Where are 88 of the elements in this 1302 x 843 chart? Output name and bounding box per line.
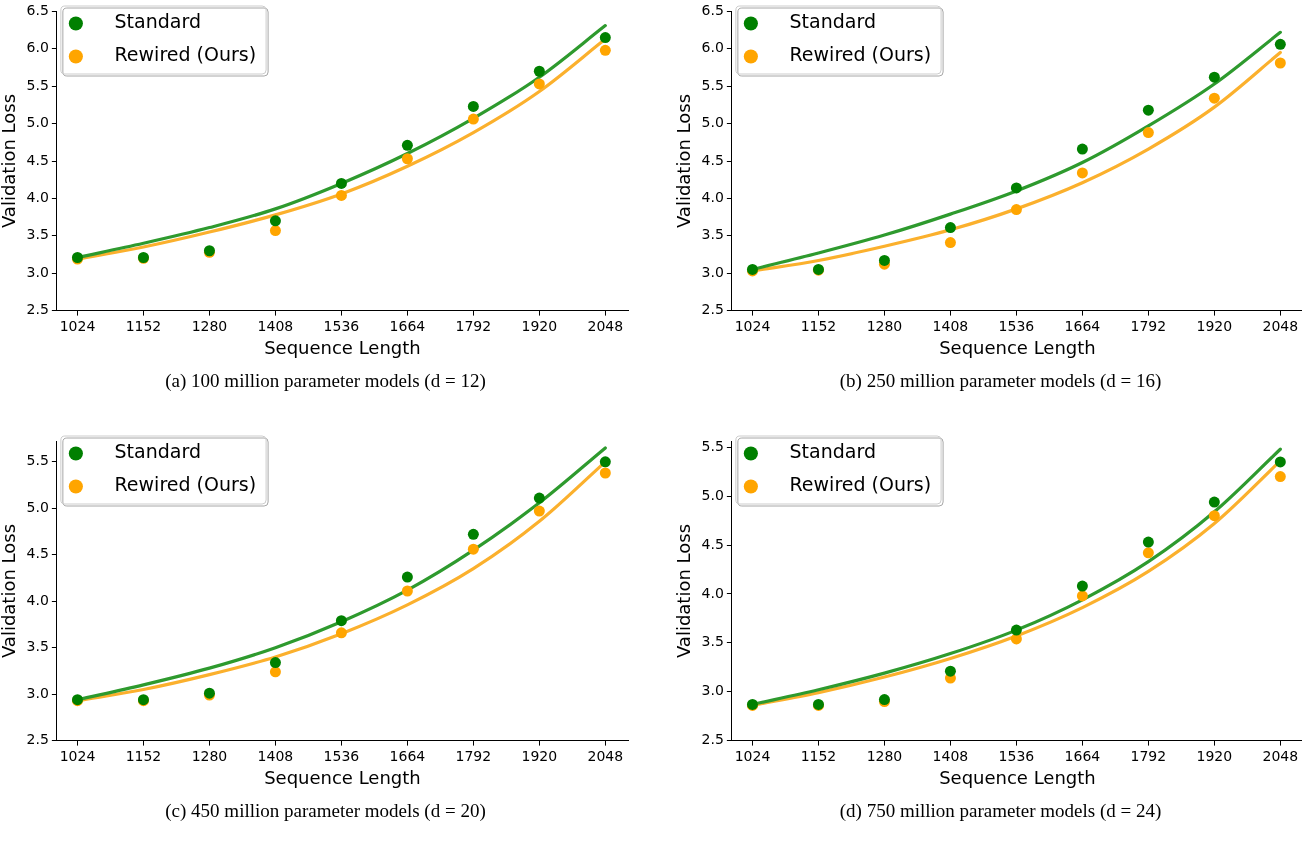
x-tick-label: 1408 [932,317,969,334]
x-tick-label: 1408 [257,747,294,764]
x-tick-label: 1152 [800,747,837,764]
x-axis-title: Sequence Length [264,336,421,358]
y-tick-label: 5.0 [26,114,49,131]
y-tick-label: 3.5 [701,226,724,243]
y-tick-label: 3.5 [26,638,49,655]
x-tick-label: 1536 [323,747,360,764]
text: (c) 450 million parameter models (d = 20) [164,800,487,822]
y-tick-label: 3.0 [26,263,49,280]
x-tick-label: 1792 [455,317,492,334]
y-axis-title: Validation Loss [0,93,20,229]
x-tick-label: 1536 [998,317,1035,334]
y-tick-label: 4.0 [701,189,724,206]
y-tick-label: 2.5 [701,731,724,748]
y-tick-label: 5.5 [701,76,724,93]
x-tick-label: 1536 [323,317,360,334]
x-tick-label: 1920 [521,317,558,334]
x-tick-label: 1024 [734,747,771,764]
y-tick-label: 5.0 [701,114,724,131]
y-tick-label: 3.0 [701,682,724,699]
text: (b) 250 million parameter models (d = 16) [838,370,1163,392]
y-tick-label: 6.0 [701,39,724,56]
y-tick-label: 3.0 [701,263,724,280]
x-tick-label: 1152 [125,747,162,764]
x-tick-label: 2048 [587,317,624,334]
y-tick-label: 3.0 [26,684,49,701]
y-tick-label: 5.5 [701,437,724,454]
text: (d) 750 million parameter models (d = 24) [838,800,1163,822]
legend-label: Standard [765,440,876,463]
x-tick-label: 1280 [866,747,903,764]
x-tick-label: 1280 [866,317,903,334]
legend-label: Rewired (Ours) [90,473,257,496]
y-axis-title: Validation Loss [673,523,695,659]
x-tick-label: 1664 [389,747,426,764]
y-axis-title: Validation Loss [673,93,695,229]
y-tick-label: 6.0 [26,39,49,56]
x-tick-label: 1664 [1064,747,1101,764]
x-tick-label: 1920 [521,747,558,764]
x-tick-label: 1536 [998,747,1035,764]
x-tick-label: 1408 [257,317,294,334]
x-tick-label: 1024 [734,317,771,334]
y-tick-label: 2.5 [701,301,724,318]
legend-label: Rewired (Ours) [90,43,257,66]
x-tick-label: 2048 [1262,747,1299,764]
x-tick-label: 1024 [59,317,96,334]
y-tick-label: 4.0 [26,591,49,608]
y-tick-label: 4.5 [26,151,49,168]
legend-label: Standard [90,10,201,33]
x-axis-title: Sequence Length [939,336,1096,358]
y-tick-label: 4.5 [26,545,49,562]
y-tick-label: 3.5 [701,633,724,650]
x-tick-label: 1024 [59,747,96,764]
x-axis-title: Sequence Length [264,766,421,788]
x-tick-label: 1792 [455,747,492,764]
x-tick-label: 1280 [191,747,228,764]
x-tick-label: 1664 [389,317,426,334]
legend-label: Standard [90,440,201,463]
legend-label: Rewired (Ours) [765,43,932,66]
text: (a) 100 million parameter models (d = 12) [164,370,487,392]
x-tick-label: 1664 [1064,317,1101,334]
y-tick-label: 4.5 [701,535,724,552]
x-tick-label: 1792 [1130,747,1167,764]
y-tick-label: 3.5 [26,226,49,243]
y-tick-label: 2.5 [26,731,49,748]
y-tick-label: 5.5 [26,76,49,93]
y-tick-label: 5.5 [26,452,49,469]
y-tick-label: 6.5 [26,2,49,19]
legend-label: Standard [765,10,876,33]
legend-label: Rewired (Ours) [765,473,932,496]
x-tick-label: 1152 [125,317,162,334]
x-tick-label: 1792 [1130,317,1167,334]
y-tick-label: 5.0 [701,486,724,503]
y-tick-label: 4.0 [26,189,49,206]
x-axis-title: Sequence Length [939,766,1096,788]
y-tick-label: 4.5 [701,151,724,168]
x-tick-label: 1152 [800,317,837,334]
y-tick-label: 5.0 [26,498,49,515]
x-tick-label: 1920 [1196,747,1233,764]
x-tick-label: 1920 [1196,317,1233,334]
x-tick-label: 2048 [587,747,624,764]
x-tick-label: 2048 [1262,317,1299,334]
x-tick-label: 1280 [191,317,228,334]
y-tick-label: 6.5 [701,2,724,19]
x-tick-label: 1408 [932,747,969,764]
y-tick-label: 4.0 [701,584,724,601]
y-axis-title: Validation Loss [0,523,20,659]
y-tick-label: 2.5 [26,301,49,318]
